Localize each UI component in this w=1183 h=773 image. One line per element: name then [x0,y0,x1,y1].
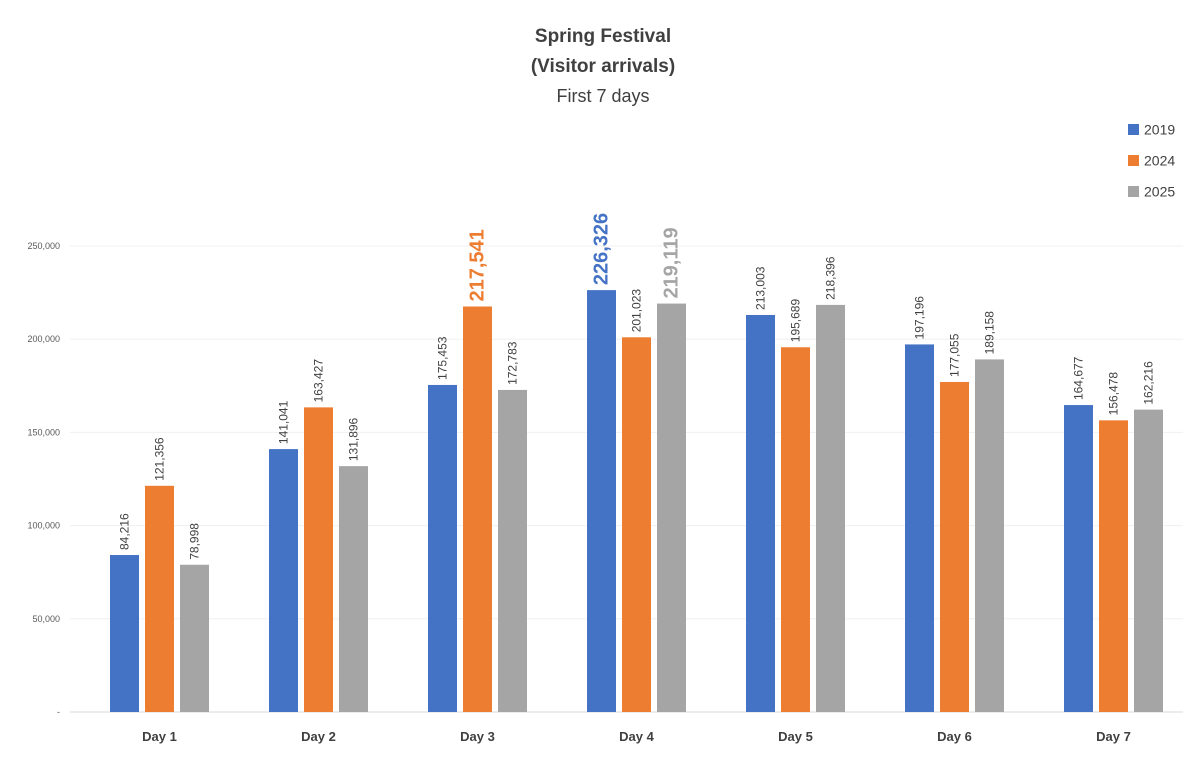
legend-swatch-2019 [1128,124,1139,135]
legend-label-2025: 2025 [1144,184,1175,200]
data-labels: 84,216 121,356 78,998 141,041 163,427 131,896… [118,213,1156,560]
bar-day-2-2024 [304,407,333,712]
data-label-day-2-2019: 141,041 [277,400,291,444]
x-tick-label: Day 2 [301,729,336,744]
legend-label-2019: 2019 [1144,122,1175,138]
bar-day-4-2024 [622,337,651,712]
bar-day-7-2024 [1099,420,1128,712]
data-label-day-1-2019: 84,216 [118,513,132,550]
chart-title-line2: (Visitor arrivals) [531,56,675,77]
y-tick-label: 250,000 [27,241,60,251]
data-label-day-3-2025: 172,783 [506,341,520,385]
data-label-day-6-2024: 177,055 [948,333,962,377]
y-tick-label: 150,000 [27,427,60,437]
x-axis-labels: Day 1 Day 2 Day 3 Day 4 Day 5 Day 6 Day 7 [142,729,1131,744]
bar-day-5-2024 [781,347,810,712]
bar-day-7-2025 [1134,409,1163,712]
x-tick-label: Day 7 [1096,729,1131,744]
data-label-day-7-2025: 162,216 [1142,361,1156,405]
data-label-day-4-2019: 226,326 [591,213,613,285]
bar-day-1-2019 [110,555,139,712]
bars [110,290,1163,712]
bar-day-2-2025 [339,466,368,712]
data-label-day-1-2024: 121,356 [153,437,167,481]
data-label-day-2-2025: 131,896 [347,417,361,461]
bar-day-1-2025 [180,564,209,712]
data-label-day-5-2024: 195,689 [789,299,803,343]
bar-day-4-2019 [587,290,616,712]
bar-day-3-2024 [463,306,492,712]
data-label-day-7-2019: 164,677 [1072,356,1086,400]
x-tick-label: Day 6 [937,729,972,744]
data-label-day-6-2025: 189,158 [983,311,997,355]
bar-day-2-2019 [269,449,298,712]
chart-subtitle: First 7 days [556,86,649,106]
bar-day-7-2019 [1064,405,1093,712]
bar-day-6-2025 [975,359,1004,712]
bar-day-4-2025 [657,303,686,712]
data-label-day-5-2019: 213,003 [754,266,768,310]
x-tick-label: Day 4 [619,729,654,744]
legend-swatch-2024 [1128,155,1139,166]
data-label-day-4-2024: 201,023 [630,289,644,333]
y-tick-label: 200,000 [27,334,60,344]
data-label-day-3-2019: 175,453 [436,336,450,380]
y-tick-label: 100,000 [27,521,60,531]
data-label-day-6-2019: 197,196 [913,296,927,340]
data-label-day-4-2025: 219,119 [661,227,683,298]
chart-title: Spring Festival [535,26,671,47]
bar-day-1-2024 [145,485,174,712]
legend-label-2024: 2024 [1144,153,1175,169]
bar-day-6-2019 [905,344,934,712]
bar-day-6-2024 [940,381,969,712]
legend: 2019 2024 2025 [1128,122,1175,200]
y-tick-label: - [57,707,60,717]
bar-day-5-2019 [746,314,775,712]
bar-day-3-2019 [428,384,457,712]
bar-day-3-2025 [498,389,527,712]
x-tick-label: Day 5 [778,729,813,744]
y-tick-label: 50,000 [32,614,60,624]
data-label-day-2-2024: 163,427 [312,359,326,403]
y-axis-ticks: - 50,000 100,000 150,000 200,000 250,000 [27,241,60,717]
x-tick-label: Day 3 [460,729,495,744]
data-label-day-3-2024: 217,541 [467,229,489,301]
x-tick-label: Day 1 [142,729,177,744]
legend-swatch-2025 [1128,186,1139,197]
data-label-day-7-2024: 156,478 [1107,372,1121,416]
data-label-day-1-2025: 78,998 [188,523,202,560]
bar-day-5-2025 [816,304,845,712]
data-label-day-5-2025: 218,396 [824,256,838,300]
